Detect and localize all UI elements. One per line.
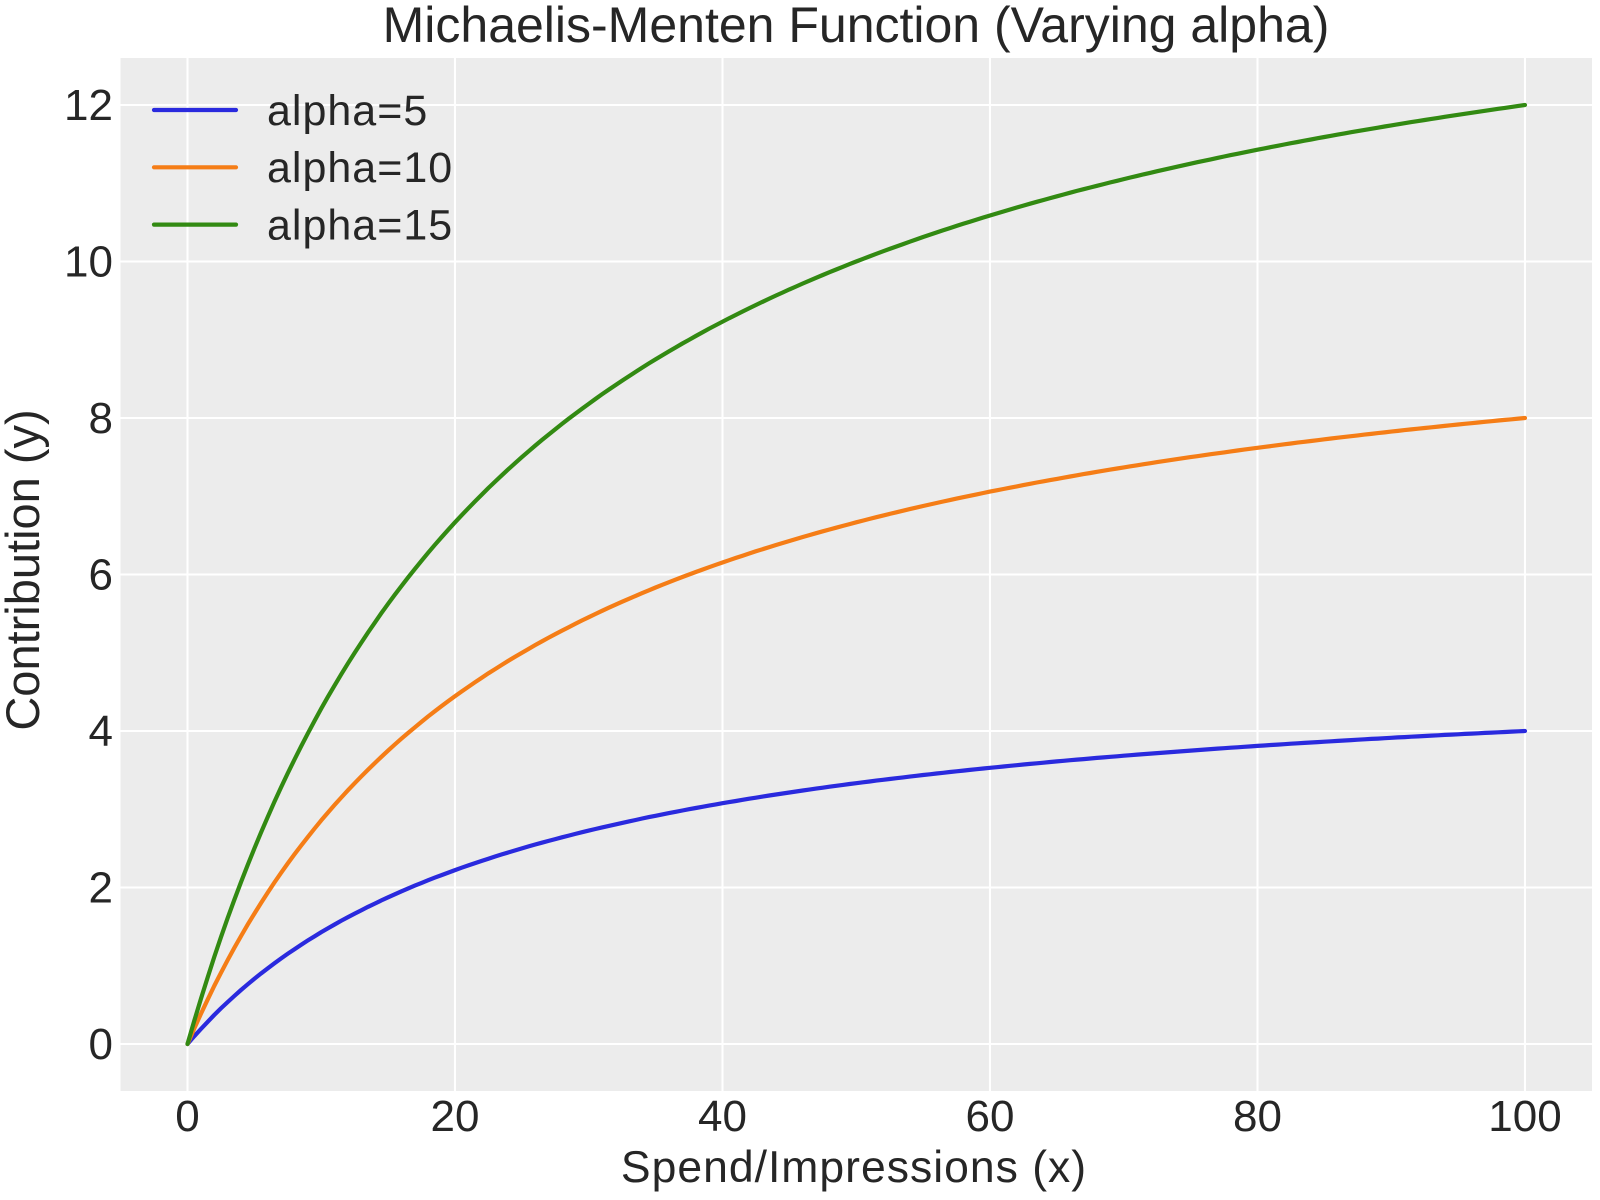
svg-text:4: 4 bbox=[89, 707, 113, 756]
svg-text:Contribution (y): Contribution (y) bbox=[0, 409, 49, 730]
svg-text:10: 10 bbox=[64, 238, 113, 287]
svg-text:2: 2 bbox=[89, 864, 113, 913]
svg-text:Spend/Impressions (x): Spend/Impressions (x) bbox=[621, 1143, 1087, 1192]
svg-text:0: 0 bbox=[89, 1020, 113, 1069]
svg-text:100: 100 bbox=[1488, 1092, 1561, 1141]
svg-text:alpha=15: alpha=15 bbox=[267, 202, 453, 250]
svg-text:40: 40 bbox=[698, 1092, 747, 1141]
svg-text:0: 0 bbox=[175, 1092, 199, 1141]
svg-text:alpha=10: alpha=10 bbox=[267, 144, 453, 192]
svg-text:Michaelis-Menten Function (Var: Michaelis-Menten Function (Varying alpha… bbox=[383, 0, 1330, 53]
svg-text:20: 20 bbox=[431, 1092, 480, 1141]
svg-text:alpha=5: alpha=5 bbox=[267, 87, 428, 135]
svg-text:80: 80 bbox=[1233, 1092, 1282, 1141]
svg-text:12: 12 bbox=[64, 81, 113, 130]
svg-text:60: 60 bbox=[966, 1092, 1015, 1141]
svg-text:8: 8 bbox=[89, 394, 113, 443]
svg-text:6: 6 bbox=[89, 551, 113, 600]
